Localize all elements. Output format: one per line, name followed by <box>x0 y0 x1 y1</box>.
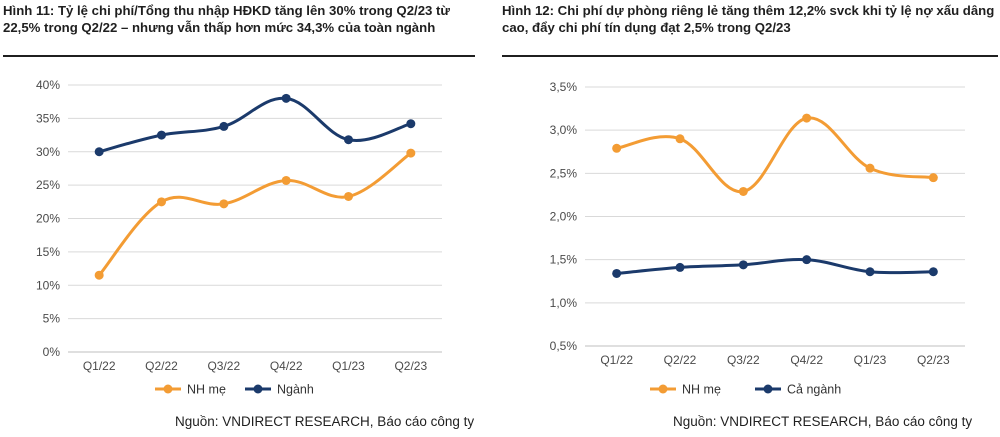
chart-right: 0,5% 1,0% 1,5% 2,0% 2,5% 3,0% 3,5% Q1/22 Q2/22 Q3… <box>550 80 965 397</box>
chart-title: Hình 11: Tỷ lệ chi phí/Tổng thu nhập HĐK… <box>3 3 450 35</box>
x-tick-label: Q2/22 <box>664 353 697 367</box>
y-tick-label: 35% <box>36 111 60 125</box>
data-point <box>406 119 416 129</box>
x-tick-label: Q3/22 <box>207 359 240 373</box>
legend-marker <box>763 384 773 394</box>
y-tick-label: 25% <box>36 178 60 192</box>
y-tick-label: 1,5% <box>550 253 578 267</box>
chart-left: 0% 5% 10% 15% 20% 25% 30% 35% 40% Q1/22 Q2/22 Q3/22… <box>36 78 442 397</box>
x-tick-label: Q2/22 <box>145 359 178 373</box>
data-point <box>802 255 812 265</box>
y-tick-label: 2,5% <box>550 166 578 180</box>
data-point <box>738 260 748 270</box>
x-tick-label: Q1/22 <box>600 353 633 367</box>
data-point <box>738 186 748 196</box>
y-tick-label: 20% <box>36 212 60 226</box>
data-point <box>928 173 938 183</box>
legend-label: Cả ngành <box>787 383 841 397</box>
data-point <box>865 267 875 277</box>
chart-title: Hình 12: Chi phí dự phòng riêng lẻ tăng … <box>502 3 995 35</box>
y-tick-label: 0% <box>43 345 61 359</box>
series-line-0 <box>97 151 413 277</box>
x-tick-label: Q4/22 <box>790 353 823 367</box>
legend-label: NH mẹ <box>187 383 226 397</box>
data-point <box>281 93 291 103</box>
x-tick-label: Q1/23 <box>332 359 365 373</box>
y-tick-label: 5% <box>43 312 61 326</box>
data-point <box>94 147 104 157</box>
data-point <box>219 121 229 131</box>
x-tick-label: Q1/22 <box>83 359 116 373</box>
source-note: Nguồn: VNDIRECT RESEARCH, Báo cáo công t… <box>673 414 973 429</box>
y-tick-label: 2,0% <box>550 210 578 224</box>
data-point <box>406 148 416 158</box>
data-point <box>157 197 166 207</box>
legend-label: NH mẹ <box>682 383 721 397</box>
x-tick-label: Q4/22 <box>270 359 303 373</box>
x-tick-label: Q2/23 <box>394 359 427 373</box>
data-point <box>675 134 685 144</box>
y-tick-label: 30% <box>36 145 60 159</box>
x-tick-label: Q1/23 <box>854 353 887 367</box>
source-note: Nguồn: VNDIRECT RESEARCH, Báo cáo công t… <box>175 414 475 429</box>
title-divider <box>3 55 475 57</box>
data-point <box>157 130 166 140</box>
y-tick-label: 3,5% <box>550 80 578 94</box>
data-point <box>802 113 812 123</box>
series-line-1 <box>97 96 413 154</box>
legend-marker <box>253 384 263 394</box>
title-divider <box>502 55 998 57</box>
y-tick-label: 40% <box>36 78 60 92</box>
legend-label: Ngành <box>277 383 314 397</box>
data-point <box>612 268 622 278</box>
chart-panel-left: Hình 11: Tỷ lệ chi phí/Tổng thu nhập HĐK… <box>0 0 480 437</box>
legend-marker <box>163 384 173 394</box>
y-tick-label: 0,5% <box>550 339 578 353</box>
x-tick-label: Q3/22 <box>727 353 760 367</box>
data-point <box>344 191 353 201</box>
data-point <box>344 135 353 145</box>
data-point <box>94 270 104 280</box>
y-tick-label: 15% <box>36 245 60 259</box>
data-point <box>928 267 938 277</box>
y-tick-label: 1,0% <box>550 296 578 310</box>
x-tick-label: Q2/23 <box>917 353 950 367</box>
data-point <box>865 163 875 173</box>
y-tick-label: 3,0% <box>550 123 578 137</box>
data-point <box>675 262 685 272</box>
series-line-0 <box>615 116 935 194</box>
data-point <box>281 175 291 185</box>
y-tick-label: 10% <box>36 278 60 292</box>
series-line-1 <box>615 257 935 275</box>
chart-panel-right: Hình 12: Chi phí dự phòng riêng lẻ tăng … <box>500 0 1000 437</box>
data-point <box>612 143 622 153</box>
data-point <box>219 199 229 209</box>
legend-marker <box>658 384 668 394</box>
